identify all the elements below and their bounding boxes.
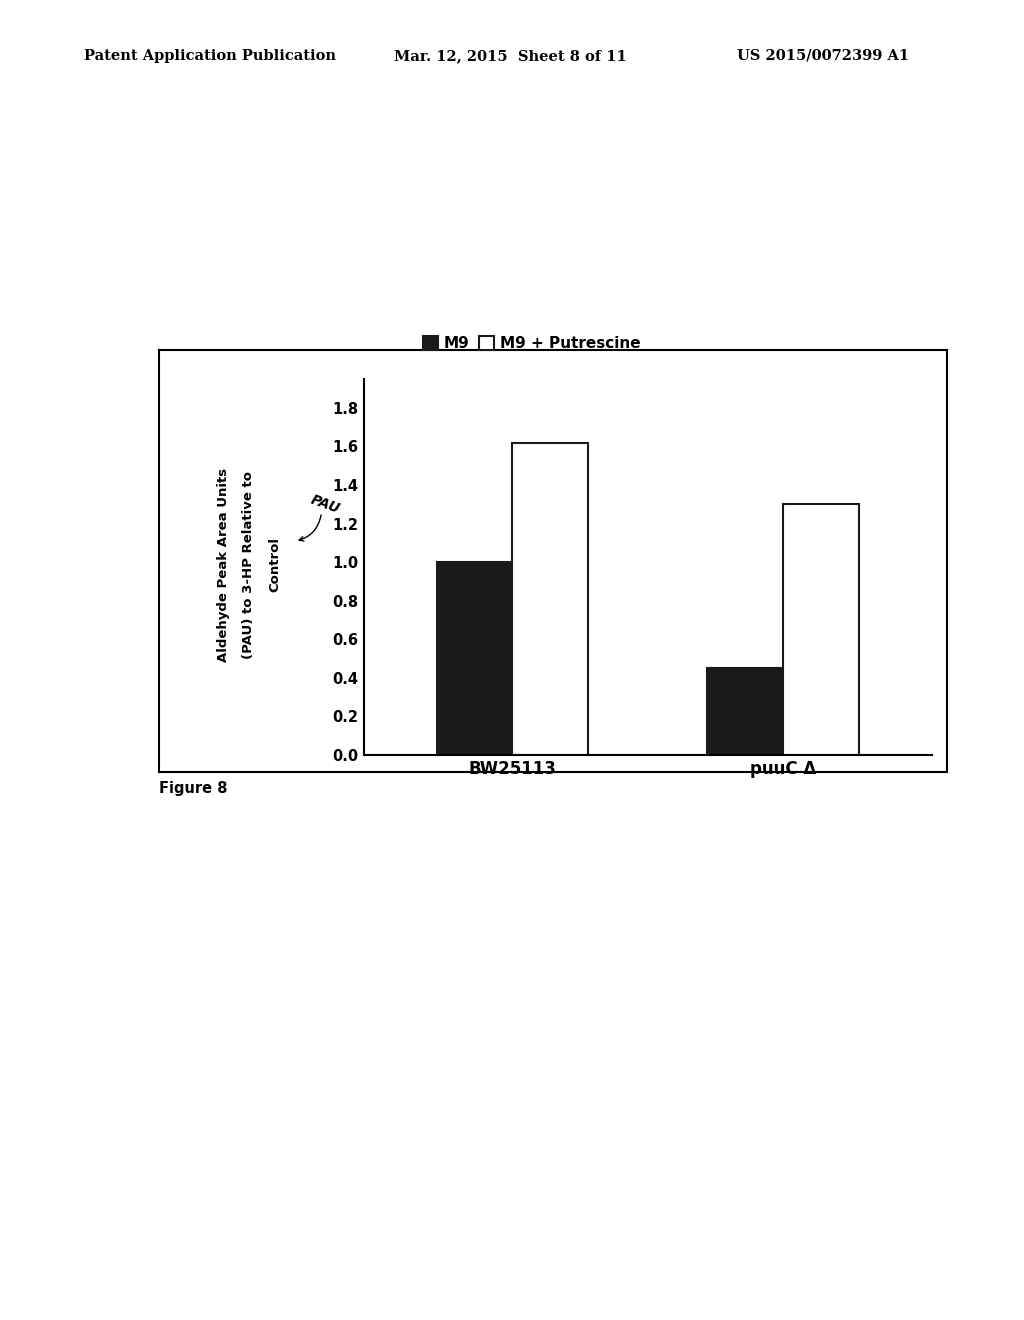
Bar [436, 562, 512, 755]
Bar [512, 442, 588, 755]
Text: Figure 8: Figure 8 [159, 781, 227, 796]
Legend: M9, M9 + Putrescine: M9, M9 + Putrescine [417, 330, 647, 358]
Text: Aldehyde Peak Area Units: Aldehyde Peak Area Units [217, 467, 229, 663]
Text: PAU: PAU [309, 492, 342, 516]
Text: Control: Control [268, 537, 281, 593]
FancyArrowPatch shape [299, 515, 322, 541]
Text: Patent Application Publication: Patent Application Publication [84, 49, 336, 63]
Bar [708, 668, 783, 755]
Bar [783, 504, 859, 755]
Text: Mar. 12, 2015  Sheet 8 of 11: Mar. 12, 2015 Sheet 8 of 11 [394, 49, 627, 63]
Text: US 2015/0072399 A1: US 2015/0072399 A1 [737, 49, 909, 63]
Text: (PAU) to 3-HP Relative to: (PAU) to 3-HP Relative to [243, 471, 255, 659]
